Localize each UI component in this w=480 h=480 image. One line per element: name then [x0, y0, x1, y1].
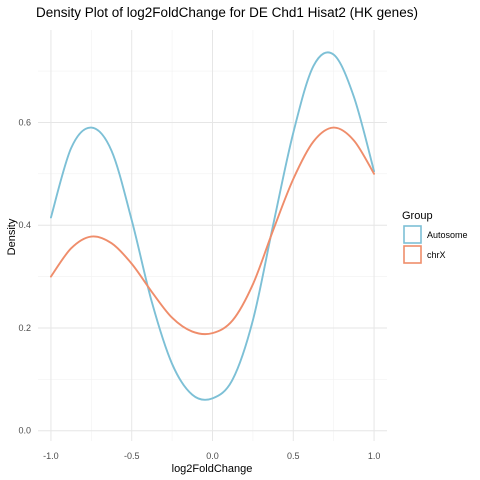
x-tick-label: 0.5 [287, 451, 300, 461]
legend-label-chrx: chrX [427, 250, 446, 260]
legend-label-autosome: Autosome [427, 230, 468, 240]
legend: Group Autosome chrX [402, 210, 468, 264]
x-tick-label: 0.0 [206, 451, 219, 461]
x-tick-label: -1.0 [43, 451, 59, 461]
legend-key-autosome [403, 225, 422, 244]
y-axis-title: Density [6, 218, 18, 255]
series-line-autosome [49, 51, 376, 401]
y-tick-label: 0.2 [18, 323, 31, 333]
x-axis-title: log2FoldChange [172, 463, 253, 475]
x-axis-ticks: -1.0 -0.5 0.0 0.5 1.0 [43, 451, 380, 461]
series-line-chrx [49, 126, 376, 336]
y-axis-ticks: 0.0 0.2 0.4 0.6 [18, 117, 31, 435]
major-gridlines [38, 30, 387, 441]
y-tick-label: 0.4 [18, 220, 31, 230]
y-tick-label: 0.6 [18, 117, 31, 127]
y-tick-label: 0.0 [18, 426, 31, 436]
series-lines [49, 51, 376, 401]
legend-key-chrx [403, 245, 422, 264]
legend-items: Autosome chrX [403, 225, 468, 264]
x-tick-label: 1.0 [368, 451, 381, 461]
legend-title: Group [402, 210, 433, 222]
chart-title: Density Plot of log2FoldChange for DE Ch… [36, 5, 418, 20]
x-tick-label: -0.5 [124, 451, 140, 461]
